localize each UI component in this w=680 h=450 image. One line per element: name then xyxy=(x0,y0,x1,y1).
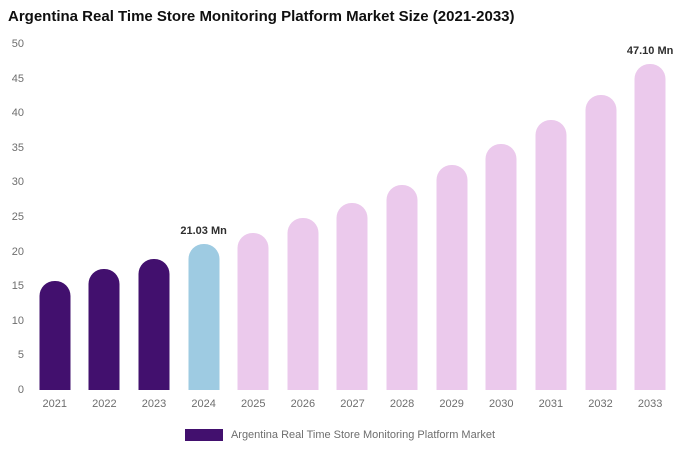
bar-2022 xyxy=(88,268,120,390)
bar-2033 xyxy=(634,64,666,390)
bar-2030 xyxy=(485,144,517,390)
y-tick-label: 15 xyxy=(11,280,24,293)
y-tick-label: 30 xyxy=(11,176,24,189)
y-tick-label: 40 xyxy=(11,107,24,120)
x-axis-label: 2023 xyxy=(141,398,167,410)
x-axis-label: 2026 xyxy=(290,398,316,410)
y-tick-label: 50 xyxy=(11,38,24,50)
chart-title: Argentina Real Time Store Monitoring Pla… xyxy=(8,8,515,25)
bar-slot: 2029 xyxy=(427,44,477,410)
bar-2031 xyxy=(535,120,567,390)
bar-2023 xyxy=(138,258,170,390)
bar-2026 xyxy=(287,218,319,390)
y-axis: 0 5 10 15 20 25 30 35 40 45 50 xyxy=(0,38,26,396)
x-axis-label: 2028 xyxy=(389,398,415,410)
x-axis-label: 2024 xyxy=(191,398,216,410)
y-tick-label: 35 xyxy=(11,141,24,154)
bar-value-label: 21.03 Mn xyxy=(180,225,227,238)
y-tick-label: 20 xyxy=(11,245,24,258)
y-tick-label: 0 xyxy=(17,384,24,396)
bar-slot: 2025 xyxy=(228,44,278,410)
bar-slot: 2023 xyxy=(129,44,179,410)
legend-label: Argentina Real Time Store Monitoring Pla… xyxy=(230,429,496,441)
bar-slot: 21.03 Mn 2024 xyxy=(179,44,229,410)
legend: Argentina Real Time Store Monitoring Pla… xyxy=(0,429,680,441)
legend-swatch-icon xyxy=(184,429,223,441)
x-axis-label: 2032 xyxy=(588,398,613,410)
bar-slot: 2027 xyxy=(328,44,378,410)
x-axis-label: 2025 xyxy=(240,398,266,410)
bar-slot: 2021 xyxy=(30,44,80,410)
bar-slot: 2030 xyxy=(476,44,526,410)
x-axis-label: 2031 xyxy=(538,398,564,410)
bar-2028 xyxy=(386,185,418,390)
bar-slot: 2032 xyxy=(576,44,626,410)
x-axis-label: 2029 xyxy=(439,398,464,410)
bar-slot: 2028 xyxy=(377,44,427,410)
bar-value-label: 47.10 Mn xyxy=(626,45,674,58)
x-axis-label: 2022 xyxy=(92,398,117,410)
bar-2025 xyxy=(237,232,269,390)
y-tick-label: 45 xyxy=(11,72,24,85)
bar-slot: 2022 xyxy=(80,44,130,410)
y-tick-label: 10 xyxy=(11,314,24,327)
bar-2027 xyxy=(336,203,368,390)
bar-2021 xyxy=(39,281,71,390)
bar-2032 xyxy=(585,95,616,390)
x-axis-label: 2021 xyxy=(42,398,68,410)
x-axis-label: 2027 xyxy=(340,398,365,410)
bar-2024 xyxy=(188,244,220,390)
bar-chart-plot-area: 2021 2022 2023 21.03 Mn 2024 2025 2026 2027 2028… xyxy=(30,44,675,410)
y-tick-label: 5 xyxy=(17,349,24,362)
bar-2029 xyxy=(436,165,468,390)
x-axis-label: 2033 xyxy=(637,398,663,410)
bar-slot: 47.10 Mn 2033 xyxy=(625,44,675,410)
bar-slot: 2031 xyxy=(526,44,576,410)
y-tick-label: 25 xyxy=(11,211,24,223)
bar-slot: 2026 xyxy=(278,44,328,410)
x-axis-label: 2030 xyxy=(489,398,514,410)
